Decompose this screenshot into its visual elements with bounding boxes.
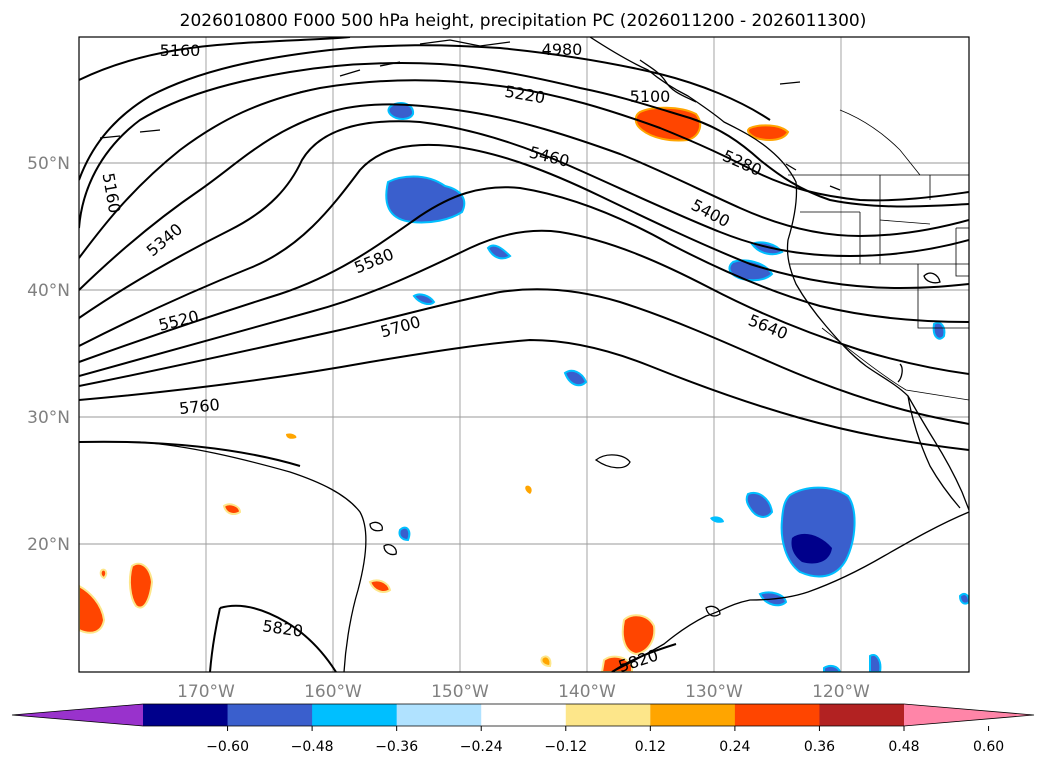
colorbar-tick-label: 0.24 [719,739,750,755]
colorbar-tick-label: 0.60 [973,739,1004,755]
contour-label: 5580 [352,244,397,277]
precip-patch-positive [621,614,656,656]
colorbar-segment [312,704,398,726]
precip-patch-negative [745,492,774,518]
height-contours [79,37,969,672]
precip-patch-positive [79,584,106,634]
precip-patch-negative [958,593,969,605]
colorbar-segment [819,704,905,726]
contour-label: 5100 [630,87,671,106]
contour-label: 5400 [688,195,733,231]
colorbar-outline [11,703,1035,727]
precip-patch-negative [398,526,411,542]
colorbar-segment [565,704,651,726]
lon-label: 130°W [685,682,743,702]
contour-label: 5160 [99,171,125,214]
lat-label: 30°N [27,408,70,428]
contour-label: 5280 [720,146,765,180]
lat-label: 20°N [27,535,70,555]
colorbar-tick-label: −0.12 [544,739,587,755]
precip-patch-positive [525,485,532,494]
precip-patch-positive [99,568,108,580]
contour-label: 5220 [503,82,546,108]
precip-patch-negative [869,654,882,672]
lon-label: 140°W [558,682,616,702]
precip-patch-positive [128,562,154,609]
precip-patch-positive [368,579,392,593]
contour-label: 5520 [157,307,201,335]
precip-patch-negative [486,244,512,260]
map-title: 2026010800 F000 500 hPa height, precipit… [180,11,867,31]
precip-patch-negative [385,175,466,224]
precip-patch-positive [600,655,633,672]
contour-label: 5700 [378,312,422,341]
colorbar-extend-high [904,704,1034,726]
gridlines [79,37,969,672]
longitude-labels: 170°W 160°W 150°W 140°W 130°W 120°W [177,682,870,702]
precip-patch-negative [412,293,436,305]
colorbar: −0.60 −0.48 −0.36 −0.24 −0.12 0.12 0.24 0.36 0.4… [11,703,1035,755]
precip-patch-negative [780,486,856,578]
precip-patch-negative [563,369,588,387]
colorbar-tick-label: −0.48 [291,739,334,755]
lat-label: 50°N [27,154,70,174]
precip-patch-negative [932,321,946,340]
colorbar-extend-low [12,704,143,726]
precip-patch-positive [222,503,242,515]
colorbar-segment [143,704,229,726]
lon-label: 120°W [812,682,870,702]
precip-patch-negative [823,664,842,672]
lon-label: 160°W [304,682,362,702]
colorbar-tick-label: −0.60 [206,739,249,755]
lon-label: 170°W [177,682,235,702]
precip-patch-positive [634,106,702,142]
colorbar-segment [227,704,313,726]
political-borders [788,109,969,401]
colorbar-segment [481,704,567,726]
precip-patch-positive [747,124,790,141]
precip-patch-negative [728,259,774,282]
contour-label: 5340 [143,219,186,260]
precip-patch-strong-negative [791,533,832,564]
map-frame [78,36,970,673]
colorbar-tick-label: −0.24 [460,739,503,755]
lon-label: 150°W [431,682,489,702]
map-panel: 5160 4980 5100 5220 5160 5340 5460 5280 … [78,36,970,673]
precip-patch-positive [286,433,297,439]
colorbar-segment [734,704,820,726]
lat-label: 40°N [27,281,70,301]
contour-label: 4980 [542,40,583,59]
contour-label: 5160 [160,41,201,60]
contour-label: 5820 [261,616,304,640]
colorbar-segment [650,704,736,726]
colorbar-tick-label: 0.36 [804,739,835,755]
colorbar-tick-label: −0.36 [375,739,418,755]
precip-patch-negative [710,516,724,523]
contour-label: 5760 [178,395,220,418]
colorbar-segment [396,704,482,726]
colorbar-tick-label: 0.12 [635,739,666,755]
latitude-labels: 50°N 40°N 30°N 20°N [27,154,70,555]
coastlines [79,37,969,672]
colorbar-tick-label: 0.48 [888,739,919,755]
precip-patch-positive [540,655,552,668]
